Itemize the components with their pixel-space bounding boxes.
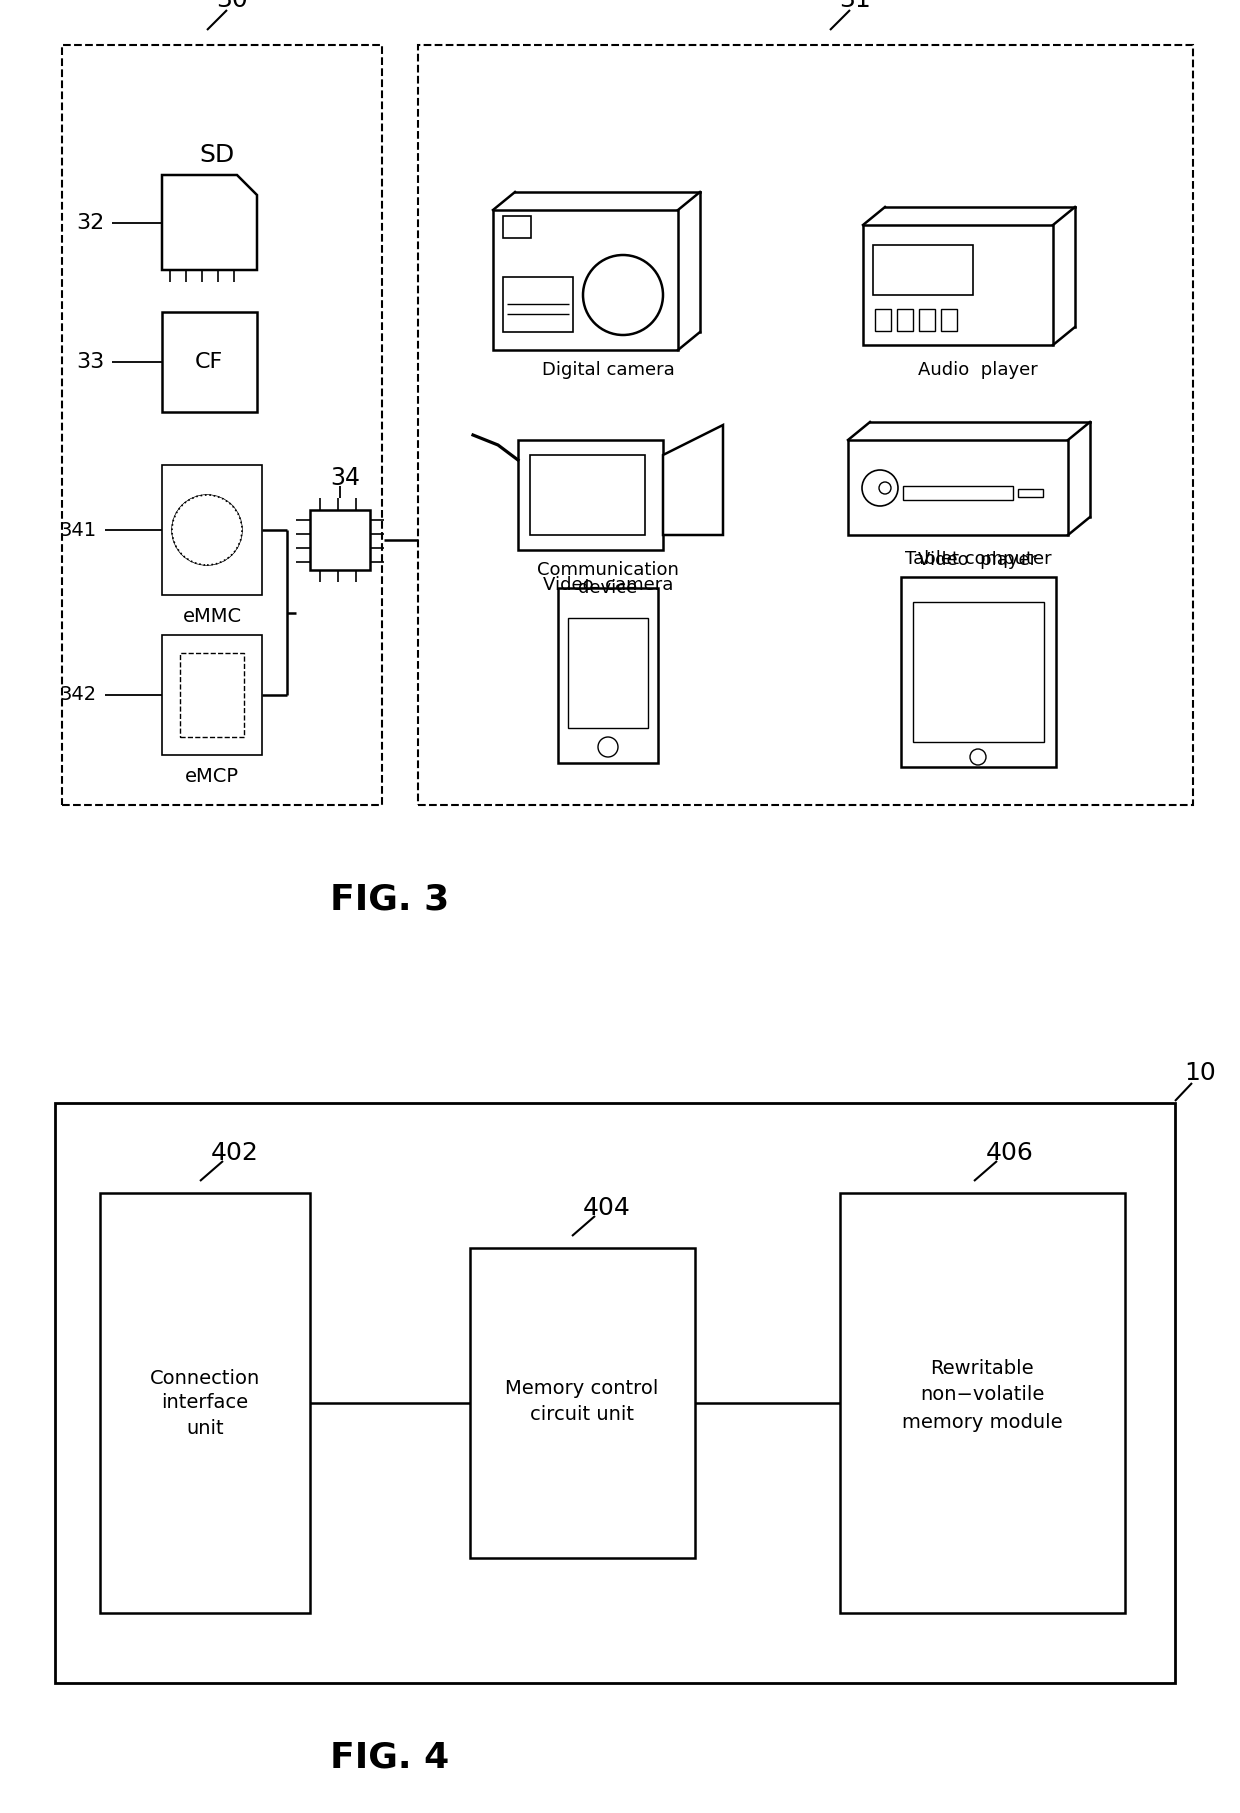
Text: Connection: Connection <box>150 1369 260 1387</box>
Text: circuit unit: circuit unit <box>529 1405 634 1425</box>
Text: 10: 10 <box>1184 1061 1216 1084</box>
Bar <box>162 635 262 754</box>
Circle shape <box>172 495 242 566</box>
Bar <box>162 464 262 595</box>
Text: FIG. 4: FIG. 4 <box>330 1740 450 1775</box>
Text: Video  camera: Video camera <box>543 577 673 595</box>
Text: interface: interface <box>161 1394 248 1412</box>
Bar <box>863 225 1053 344</box>
Text: 404: 404 <box>583 1197 631 1220</box>
Text: Rewritable: Rewritable <box>930 1358 1034 1378</box>
Text: unit: unit <box>186 1418 223 1438</box>
Bar <box>873 245 973 296</box>
Bar <box>418 45 1193 805</box>
Text: Memory control: Memory control <box>506 1378 658 1398</box>
Text: eMCP: eMCP <box>185 767 239 787</box>
Text: FIG. 3: FIG. 3 <box>330 883 450 917</box>
Bar <box>503 216 531 238</box>
Bar <box>875 308 892 332</box>
Bar <box>839 1193 1125 1614</box>
Bar <box>913 602 1044 742</box>
Text: 33: 33 <box>76 352 104 372</box>
Bar <box>62 45 382 805</box>
Polygon shape <box>663 424 723 535</box>
Text: 406: 406 <box>986 1140 1034 1166</box>
Bar <box>100 1193 310 1614</box>
Bar <box>529 455 645 535</box>
Text: 341: 341 <box>60 520 97 540</box>
Text: 402: 402 <box>211 1140 259 1166</box>
Bar <box>941 308 957 332</box>
Text: 34: 34 <box>330 466 360 490</box>
Text: CF: CF <box>195 352 223 372</box>
Text: Digital camera: Digital camera <box>542 361 675 379</box>
Bar <box>518 441 663 549</box>
Text: eMMC: eMMC <box>182 607 242 627</box>
Text: Tablet computer: Tablet computer <box>905 549 1052 567</box>
Text: Audio  player: Audio player <box>918 361 1038 379</box>
Text: non−volatile: non−volatile <box>920 1385 1044 1405</box>
Circle shape <box>879 482 892 493</box>
Bar <box>1018 490 1043 497</box>
Bar <box>919 308 935 332</box>
Bar <box>180 653 244 738</box>
Text: device: device <box>578 578 637 596</box>
Bar <box>162 312 257 412</box>
Bar <box>897 308 913 332</box>
Circle shape <box>172 495 242 566</box>
Text: 31: 31 <box>839 0 870 13</box>
Bar <box>558 587 658 763</box>
Bar <box>901 577 1056 767</box>
Text: 32: 32 <box>76 212 104 234</box>
Text: 30: 30 <box>216 0 248 13</box>
Bar <box>503 277 573 332</box>
Text: 342: 342 <box>60 685 97 705</box>
Bar <box>494 210 678 350</box>
Text: Video  player: Video player <box>919 551 1038 569</box>
Bar <box>470 1247 694 1557</box>
Bar <box>310 509 370 569</box>
Circle shape <box>598 738 618 758</box>
Circle shape <box>970 749 986 765</box>
Text: memory module: memory module <box>901 1414 1063 1432</box>
Bar <box>568 618 649 729</box>
Bar <box>848 441 1068 535</box>
Text: Communication: Communication <box>537 560 680 578</box>
Circle shape <box>862 470 898 506</box>
Bar <box>903 486 1013 500</box>
Bar <box>55 1102 1176 1682</box>
Polygon shape <box>162 176 257 270</box>
Text: SD: SD <box>200 143 234 167</box>
Circle shape <box>583 256 663 335</box>
